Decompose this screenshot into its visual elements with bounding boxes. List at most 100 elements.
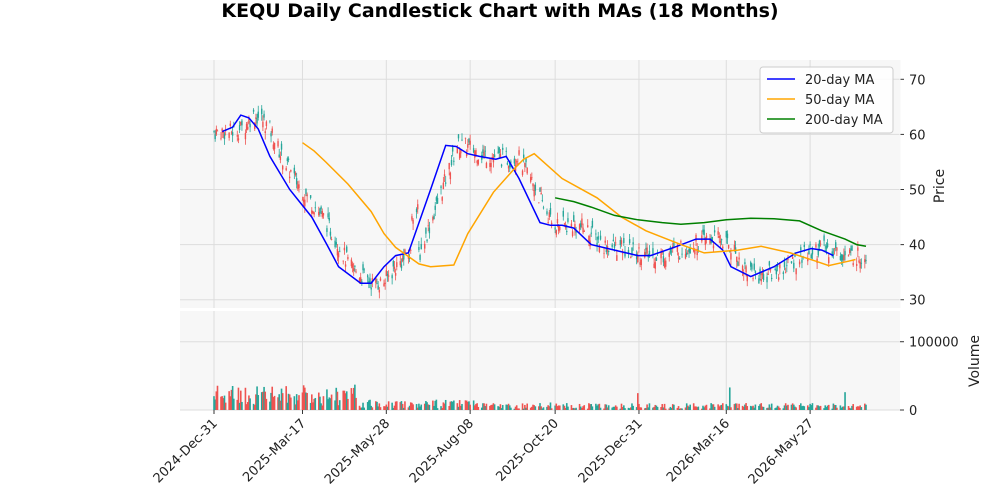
candle-body xyxy=(453,160,455,162)
volume-bar xyxy=(253,404,256,410)
volume-bar xyxy=(798,404,801,410)
volume-bar xyxy=(664,408,667,410)
volume-bar xyxy=(596,405,598,410)
candle-body xyxy=(828,257,830,264)
candle-body xyxy=(306,194,308,197)
candle-body xyxy=(851,245,853,251)
candle-body xyxy=(725,230,727,238)
candle-body xyxy=(505,150,507,152)
candle-body xyxy=(442,182,445,189)
volume-bar xyxy=(436,408,439,410)
volume-bar xyxy=(312,402,314,410)
candle-body xyxy=(730,253,732,260)
volume-bar xyxy=(704,405,707,410)
volume-bar xyxy=(317,392,320,410)
volume-bar xyxy=(775,407,778,410)
candle-body xyxy=(676,245,679,252)
volume-bar xyxy=(427,404,430,410)
volume-bar xyxy=(730,407,732,410)
price-axis-label: Price xyxy=(932,169,948,203)
volume-bar xyxy=(809,403,811,410)
volume-bar xyxy=(718,406,721,410)
candle-body xyxy=(668,253,670,257)
candle-body xyxy=(273,142,276,150)
volume-bar xyxy=(547,405,549,410)
candle-body xyxy=(420,243,422,250)
candle-body xyxy=(500,164,503,167)
candle-body xyxy=(754,270,757,273)
candle-body xyxy=(727,244,730,249)
volume-bar xyxy=(376,401,378,410)
volume-bar xyxy=(387,401,390,410)
volume-bar xyxy=(505,404,508,410)
volume-bar xyxy=(575,407,577,410)
volume-bar xyxy=(782,408,785,410)
volume-bar xyxy=(717,404,719,410)
candle-body xyxy=(711,237,714,242)
volume-bar xyxy=(620,403,623,410)
candle-body xyxy=(770,277,773,279)
candle-body xyxy=(587,225,589,228)
volume-bar xyxy=(453,400,455,410)
ma-line-50-day-ma xyxy=(302,142,856,268)
volume-bar xyxy=(329,398,332,410)
volume-bar xyxy=(540,406,542,410)
volume-bar xyxy=(769,407,772,410)
volume-bar xyxy=(701,408,703,410)
volume-bar xyxy=(831,408,834,410)
candle-body xyxy=(516,161,518,163)
volume-bar xyxy=(727,406,730,410)
candle-body xyxy=(257,111,259,118)
volume-bar xyxy=(262,391,264,410)
volume-bar xyxy=(370,405,372,410)
candle-body xyxy=(842,255,844,261)
candle-body xyxy=(379,278,382,281)
volume-bar xyxy=(817,405,820,410)
candle-body xyxy=(843,254,845,261)
candle-body xyxy=(547,222,549,223)
candle-body xyxy=(290,170,292,172)
candle-body xyxy=(223,133,226,140)
volume-bar xyxy=(709,408,711,410)
volume-bar xyxy=(770,403,773,410)
candle-body xyxy=(549,208,552,215)
candle-body xyxy=(293,167,296,174)
volume-bar xyxy=(444,399,447,410)
candle-body xyxy=(215,128,218,135)
candle-body xyxy=(270,133,272,137)
candle-body xyxy=(355,271,357,273)
volume-bar xyxy=(737,408,739,410)
volume-bar xyxy=(847,406,850,410)
candle-body xyxy=(285,168,287,171)
candle-body xyxy=(769,269,772,271)
volume-bar xyxy=(733,404,736,410)
candle-body xyxy=(590,232,592,234)
candle-body xyxy=(335,242,337,245)
volume-bar xyxy=(647,407,650,410)
volume-bar xyxy=(521,403,524,410)
volume-bar xyxy=(352,387,355,410)
candle-body xyxy=(810,254,812,259)
candle-body xyxy=(396,262,398,268)
candle-body xyxy=(582,227,584,233)
candle-body xyxy=(557,225,560,231)
candle-body xyxy=(404,249,406,254)
volume-bar xyxy=(557,405,560,410)
candle-body xyxy=(637,256,639,262)
volume-bar xyxy=(612,406,615,410)
volume-bar xyxy=(801,406,803,410)
volume-bar xyxy=(565,403,568,410)
volume-bar xyxy=(726,405,729,410)
volume-bar xyxy=(493,404,496,410)
candle-body xyxy=(807,258,809,262)
volume-bar xyxy=(630,407,632,410)
volume-bar xyxy=(224,402,227,410)
volume-bar xyxy=(579,406,582,410)
volume-bar xyxy=(648,403,651,410)
candle-body xyxy=(216,130,219,132)
volume-bar xyxy=(465,400,468,410)
candle-body xyxy=(840,254,843,261)
volume-bar xyxy=(321,405,324,410)
volume-bar xyxy=(800,403,802,410)
legend-label: 50-day MA xyxy=(805,93,874,108)
